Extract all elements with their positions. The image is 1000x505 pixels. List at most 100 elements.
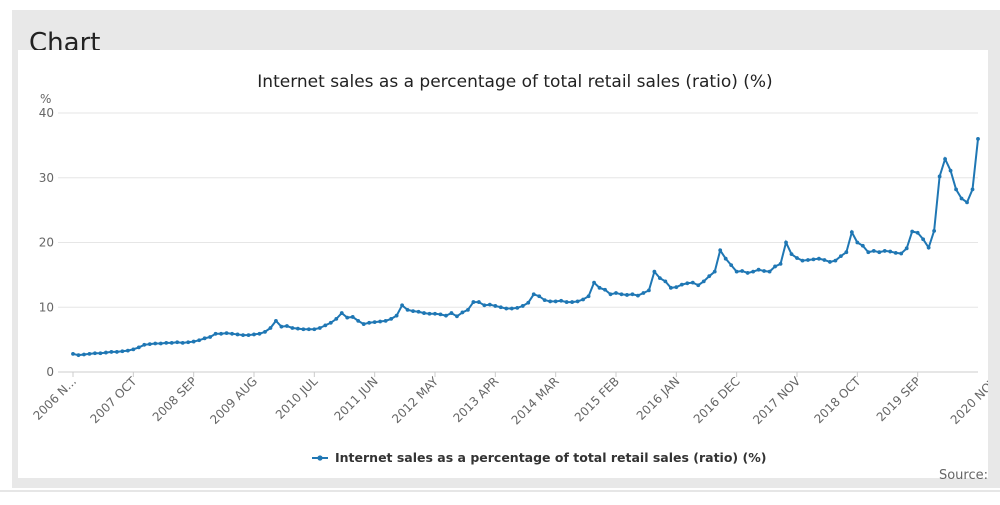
- data-point[interactable]: [893, 250, 898, 255]
- data-point[interactable]: [784, 240, 788, 245]
- data-point[interactable]: [866, 250, 871, 255]
- data-point[interactable]: [668, 285, 673, 290]
- data-point[interactable]: [197, 338, 202, 343]
- data-point[interactable]: [142, 342, 147, 347]
- data-point[interactable]: [131, 347, 136, 352]
- data-point[interactable]: [575, 299, 580, 304]
- data-point[interactable]: [285, 324, 289, 328]
- data-point[interactable]: [926, 245, 931, 250]
- data-point[interactable]: [175, 340, 180, 345]
- data-point[interactable]: [361, 322, 366, 326]
- data-point[interactable]: [767, 269, 772, 274]
- data-point[interactable]: [389, 317, 394, 321]
- data-point[interactable]: [466, 307, 470, 312]
- data-point[interactable]: [625, 293, 629, 297]
- data-point[interactable]: [312, 327, 317, 332]
- data-point[interactable]: [921, 237, 926, 242]
- data-point[interactable]: [498, 305, 503, 310]
- data-point[interactable]: [904, 246, 909, 251]
- data-point[interactable]: [444, 313, 448, 318]
- data-point[interactable]: [125, 348, 130, 353]
- data-point[interactable]: [405, 307, 410, 312]
- data-point[interactable]: [422, 311, 426, 315]
- data-point[interactable]: [350, 315, 355, 319]
- data-point[interactable]: [970, 187, 975, 192]
- data-point[interactable]: [745, 271, 750, 275]
- data-point[interactable]: [899, 251, 904, 256]
- data-point[interactable]: [334, 317, 339, 321]
- data-point[interactable]: [471, 300, 476, 304]
- data-point[interactable]: [400, 303, 404, 308]
- data-point[interactable]: [268, 326, 273, 330]
- data-point[interactable]: [855, 240, 860, 245]
- data-point[interactable]: [806, 258, 810, 262]
- data-point[interactable]: [263, 329, 267, 334]
- data-point[interactable]: [619, 292, 624, 297]
- data-point[interactable]: [158, 341, 163, 346]
- data-point[interactable]: [943, 157, 947, 161]
- data-point[interactable]: [608, 292, 613, 297]
- data-point[interactable]: [153, 341, 158, 346]
- data-point[interactable]: [630, 292, 635, 297]
- data-point[interactable]: [817, 256, 821, 261]
- data-point[interactable]: [696, 283, 701, 288]
- data-point[interactable]: [104, 350, 108, 355]
- data-point[interactable]: [679, 282, 684, 287]
- data-point[interactable]: [740, 269, 745, 273]
- data-point[interactable]: [515, 306, 520, 310]
- data-point[interactable]: [323, 323, 328, 328]
- data-point[interactable]: [257, 331, 262, 336]
- data-point[interactable]: [246, 333, 251, 337]
- data-point[interactable]: [180, 340, 185, 345]
- data-point[interactable]: [937, 174, 942, 179]
- data-point[interactable]: [685, 281, 690, 286]
- data-point[interactable]: [93, 351, 97, 356]
- data-point[interactable]: [202, 336, 207, 341]
- data-point[interactable]: [164, 340, 169, 345]
- data-point[interactable]: [641, 291, 646, 295]
- data-point[interactable]: [564, 300, 569, 304]
- data-point[interactable]: [597, 285, 602, 290]
- data-point[interactable]: [789, 252, 794, 257]
- data-point[interactable]: [356, 318, 361, 323]
- data-point[interactable]: [230, 331, 234, 336]
- data-point[interactable]: [383, 318, 388, 323]
- data-point[interactable]: [455, 314, 459, 319]
- data-point[interactable]: [734, 269, 739, 274]
- data-point[interactable]: [729, 263, 734, 268]
- data-point[interactable]: [636, 293, 640, 298]
- data-point[interactable]: [520, 304, 525, 308]
- data-point[interactable]: [98, 351, 103, 356]
- data-point[interactable]: [959, 196, 964, 201]
- data-point[interactable]: [712, 269, 717, 274]
- data-point[interactable]: [224, 331, 229, 336]
- data-point[interactable]: [504, 306, 509, 311]
- data-point[interactable]: [301, 327, 306, 332]
- data-point[interactable]: [252, 332, 256, 337]
- data-point[interactable]: [290, 326, 295, 330]
- data-point[interactable]: [372, 320, 377, 325]
- data-point[interactable]: [394, 313, 399, 318]
- data-point[interactable]: [191, 339, 196, 344]
- data-point[interactable]: [241, 333, 245, 337]
- data-point[interactable]: [647, 288, 651, 293]
- data-point[interactable]: [849, 230, 854, 235]
- data-point[interactable]: [476, 300, 481, 304]
- data-point[interactable]: [674, 285, 679, 290]
- data-point[interactable]: [553, 299, 558, 304]
- data-point[interactable]: [339, 311, 344, 315]
- data-point[interactable]: [795, 256, 799, 260]
- data-point[interactable]: [438, 312, 443, 317]
- data-point[interactable]: [328, 320, 333, 325]
- data-point[interactable]: [778, 261, 783, 266]
- data-point[interactable]: [657, 276, 662, 281]
- data-point[interactable]: [76, 353, 81, 358]
- data-point[interactable]: [460, 310, 465, 315]
- data-point[interactable]: [109, 350, 114, 354]
- data-point[interactable]: [120, 349, 125, 354]
- data-point[interactable]: [487, 302, 492, 307]
- data-point[interactable]: [274, 318, 278, 323]
- data-point[interactable]: [559, 298, 564, 303]
- data-point[interactable]: [411, 309, 415, 314]
- data-point[interactable]: [482, 303, 487, 308]
